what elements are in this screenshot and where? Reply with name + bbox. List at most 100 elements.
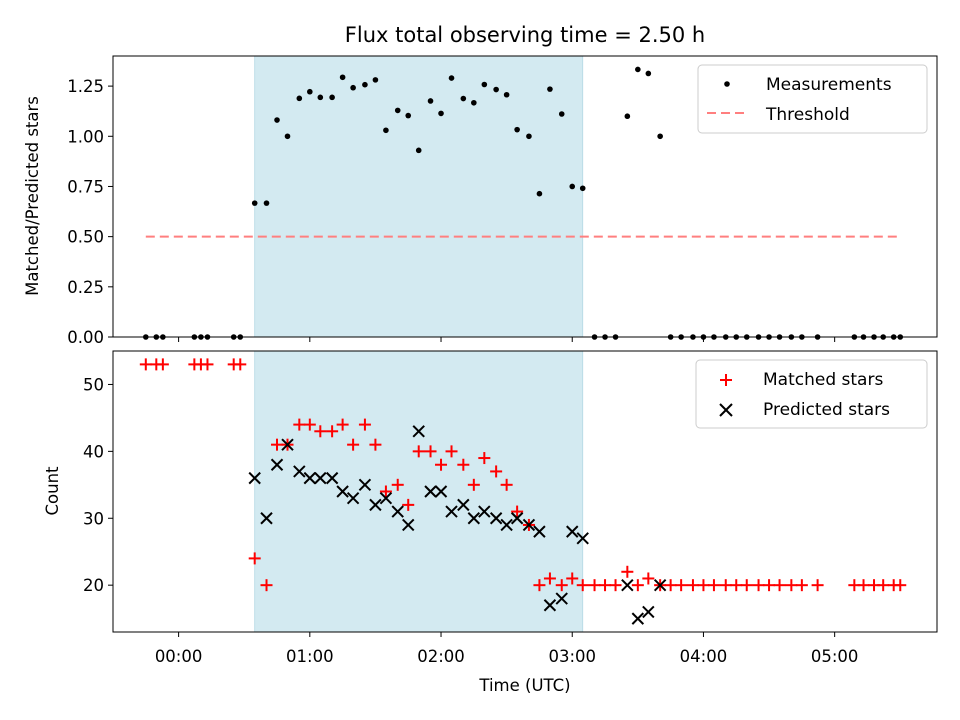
predicted-star-point — [434, 485, 448, 498]
matched-star-point — [609, 579, 622, 592]
predicted-star-point — [314, 471, 327, 485]
predicted-star-point — [489, 512, 503, 525]
measurement-point — [536, 190, 543, 197]
x-tick-label: 01:00 — [286, 647, 334, 666]
observing-window-span-counts — [254, 350, 584, 633]
measurement-point — [547, 86, 553, 92]
matched-star-point — [773, 579, 786, 592]
counts-y-tick-label: 40 — [83, 442, 104, 461]
measurement-point — [307, 88, 313, 95]
counts-legend-box — [695, 359, 928, 429]
counts-x-ticks: 00:00 01:00 02:00 03:00 04:00 05:00 — [155, 632, 859, 666]
matched-star-point — [877, 579, 890, 592]
matched-star-point — [201, 358, 214, 371]
matched-star-point — [894, 579, 907, 592]
measurement-point — [481, 81, 488, 88]
matched-star-points — [139, 358, 907, 592]
measurement-point — [503, 91, 510, 98]
measurement-point — [558, 111, 565, 117]
measurement-point — [460, 95, 467, 102]
measurement-point — [372, 77, 379, 83]
measurement-point — [350, 84, 356, 91]
matched-star-point — [555, 579, 568, 592]
counts-axes-frame — [112, 350, 938, 633]
measurement-point — [493, 86, 499, 93]
predicted-star-point — [500, 518, 513, 532]
matched-star-point — [857, 579, 870, 592]
matched-star-point — [326, 425, 339, 438]
predicted-star-point — [631, 612, 645, 625]
matched-star-point — [511, 505, 524, 518]
matched-star-point — [675, 579, 688, 592]
matched-star-point — [500, 478, 513, 491]
ratio-legend-box — [697, 64, 928, 134]
matched-star-point — [457, 458, 470, 471]
matched-star-point — [707, 579, 720, 592]
matched-star-point — [811, 579, 824, 592]
measurement-point — [383, 127, 389, 134]
matched-star-point — [347, 438, 360, 451]
measurement-point — [438, 110, 444, 117]
matched-star-point — [642, 572, 655, 585]
matched-star-point — [260, 579, 273, 592]
measurement-point — [329, 94, 335, 101]
counts-y-tick-label: 30 — [83, 509, 104, 528]
x-tick-label: 02:00 — [417, 647, 465, 666]
measurement-point — [362, 81, 368, 88]
predicted-star-point — [510, 512, 524, 525]
measurement-point — [657, 133, 663, 140]
legend-matched-label: Matched stars — [763, 370, 883, 390]
matched-star-point — [424, 445, 437, 458]
matched-star-point — [478, 452, 491, 465]
measurement-point — [579, 185, 586, 192]
matched-star-point — [576, 579, 589, 592]
measurement-point — [251, 200, 258, 206]
measurement-point — [274, 117, 280, 123]
measurement-point — [415, 147, 422, 154]
predicted-star-point — [379, 491, 393, 505]
measurement-point — [317, 94, 324, 101]
counts-y-ticks: 20 30 40 50 — [83, 375, 113, 595]
measurement-point — [569, 183, 576, 190]
matched-star-point — [293, 418, 306, 431]
predicted-star-point — [533, 525, 546, 538]
matched-star-point — [795, 579, 808, 592]
measurement-point — [427, 98, 434, 104]
predicted-star-point — [391, 505, 404, 518]
measurement-point — [635, 66, 641, 73]
matched-star-point — [435, 458, 448, 471]
predicted-star-point — [402, 518, 415, 532]
measurement-point — [394, 107, 401, 114]
matched-star-point — [391, 478, 404, 491]
ratio-panel: 0.00 0.25 0.50 0.75 1.00 1.25 Matched/Predict… — [23, 55, 938, 347]
matched-star-point — [358, 418, 371, 431]
matched-star-point — [566, 572, 579, 585]
measurement-point — [514, 126, 520, 133]
x-tick-label: 05:00 — [811, 647, 859, 666]
matched-star-point — [730, 579, 743, 592]
ratio-legend: Measurements Threshold — [697, 64, 928, 134]
predicted-star-point — [358, 478, 372, 492]
x-tick-label: 00:00 — [155, 647, 203, 666]
measurement-point — [339, 74, 346, 81]
chart-title: Flux total observing time = 2.50 h — [345, 23, 705, 47]
measurement-point — [471, 99, 477, 106]
measurement-point — [284, 133, 291, 140]
ratio-y-ticks: 0.00 0.25 0.50 0.75 1.00 1.25 — [67, 77, 113, 347]
matched-star-point — [599, 579, 612, 592]
matched-star-point — [402, 498, 415, 511]
predicted-star-point — [478, 505, 491, 518]
matched-star-point — [533, 579, 546, 592]
legend-threshold-label: Threshold — [765, 105, 850, 125]
ratio-y-axis-label: Matched/Predicted stars — [23, 96, 42, 296]
x-tick-label: 04:00 — [680, 647, 728, 666]
matched-star-point — [752, 579, 765, 592]
ratio-axes-frame — [112, 55, 938, 338]
predicted-star-point — [346, 491, 360, 505]
ratio-y-tick-label: 0.25 — [67, 278, 104, 297]
predicted-star-point — [566, 525, 579, 538]
matched-star-point — [631, 579, 644, 592]
matched-star-point — [271, 438, 284, 451]
